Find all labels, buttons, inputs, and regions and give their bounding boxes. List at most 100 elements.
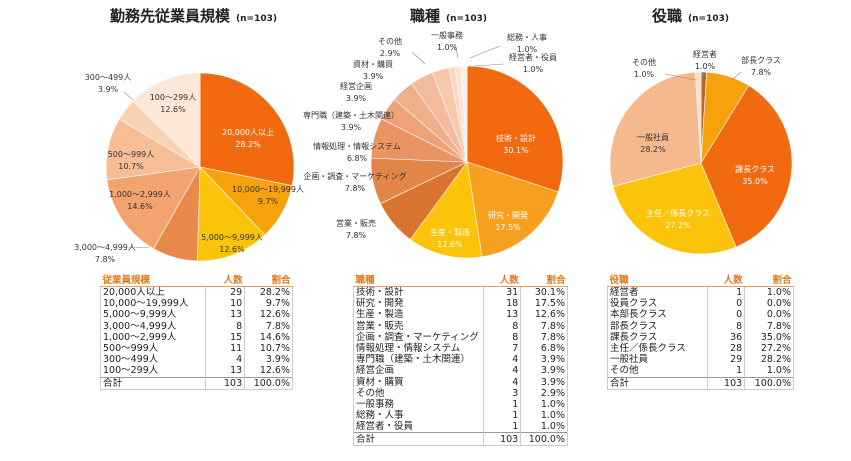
slice-label: 300〜499人 — [85, 73, 132, 82]
table-row: 経営企画 4 3.9% — [353, 365, 568, 377]
slice-label: 経営企画 — [340, 81, 372, 91]
table-total-row: 合計 103 100.0% — [607, 376, 794, 390]
slice-value-label: 12.6% — [160, 105, 186, 114]
table-cell: 8 — [706, 320, 745, 332]
table-total-cell: 103 — [706, 376, 745, 390]
slice-value-label: 30.1% — [503, 146, 529, 155]
slice-value-label: 3.9% — [341, 123, 362, 132]
table-cell: 1 — [706, 365, 745, 377]
table-cell: 1.0% — [744, 286, 794, 299]
leader-line — [701, 71, 704, 81]
chart-1-title-text: 勤務先従業員規模 — [110, 7, 231, 25]
table-cell: 一般事務 — [353, 398, 484, 411]
table-cell: 総務・人事 — [353, 410, 484, 422]
slice-value-label: 3.9% — [346, 94, 367, 103]
table-cell: 13 — [204, 365, 245, 377]
leader-line — [474, 63, 505, 67]
table-cell: 0.0% — [744, 309, 794, 321]
slice-label: 500〜999人 — [108, 150, 155, 159]
table-cell: 営業・販売 — [353, 320, 484, 332]
table-header-cell: 人数 — [205, 272, 245, 287]
slice-label: 経営者 — [693, 49, 717, 59]
slice-value-label: 28.2% — [235, 140, 261, 149]
table-cell: 15 — [204, 331, 245, 343]
leader-line — [127, 246, 151, 249]
table-cell: 3 — [482, 387, 521, 399]
table-cell: 35.0% — [744, 331, 794, 343]
table-job-type: 職種 人数 割合 技術・設計 31 30.1% 研究・開発 18 17.5% 生産・製造 13 12.… — [353, 272, 568, 446]
slice-value-label: 1.0% — [634, 70, 655, 79]
table-cell: 専門職（建築・土木関連） — [353, 354, 484, 366]
pie-slice — [694, 71, 702, 164]
table-cell: 5,000〜9,999人 — [100, 309, 206, 321]
table-row: 3,000〜4,999人 8 7.8% — [100, 320, 293, 332]
table-row: 10,000〜19,999人 10 9.7% — [100, 298, 293, 310]
table-cell: 1.0% — [520, 410, 568, 422]
chart-3-n-label: (n=103) — [688, 14, 729, 24]
table-cell: 主任／係長クラス — [607, 342, 708, 355]
slice-value-label: 12.6% — [437, 240, 463, 249]
slice-value-label: 3.9% — [363, 72, 384, 81]
table-row: 5,000〜9,999人 13 12.6% — [100, 309, 293, 321]
leader-line — [411, 51, 426, 65]
slice-value-label: 6.8% — [347, 154, 368, 163]
slice-value-label: 7.8% — [751, 68, 772, 77]
table-row: 営業・販売 8 7.8% — [353, 320, 568, 332]
pie-slice — [106, 166, 201, 250]
table-row: 部長クラス 8 7.8% — [607, 320, 794, 332]
pie-slice — [700, 85, 793, 248]
table-cell: 4 — [482, 376, 521, 388]
slice-label: 生産・製造 — [430, 227, 470, 237]
pie-slice — [460, 65, 468, 163]
table-total-row: 合計 103 100.0% — [100, 376, 293, 390]
table-cell: 3.9% — [520, 365, 568, 377]
pie-slice — [466, 161, 559, 258]
table-cell: 0.0% — [744, 298, 794, 310]
slice-label: 資材・購買 — [353, 59, 393, 69]
table-row: 技術・設計 31 30.1% — [353, 286, 568, 299]
table-cell: 3.9% — [244, 354, 293, 366]
table-cell: 300〜499人 — [100, 354, 206, 366]
table-row: 一般社員 29 28.2% — [607, 354, 794, 366]
table-cell: 生産・製造 — [353, 309, 484, 321]
slice-label: 20,000人以上 — [222, 128, 274, 137]
leader-line — [731, 71, 742, 81]
slice-label: 専門職（建築・土木関連） — [303, 110, 399, 120]
table-header-cell: 職種 — [353, 272, 484, 287]
table-cell: 12.6% — [520, 309, 568, 321]
table-cell: 1 — [482, 421, 521, 433]
table-cell: 10 — [204, 298, 245, 310]
table-row: 課長クラス 36 35.0% — [607, 331, 794, 343]
table-row: 企画・調査・マーケティング 8 7.8% — [353, 331, 568, 343]
table-cell: 18 — [482, 298, 521, 310]
chart-3-title-text: 役職 — [652, 7, 683, 25]
table-header-row: 役職 人数 割合 — [607, 272, 794, 287]
table-row: 経営者・役員 1 1.0% — [353, 421, 568, 433]
table-cell: 経営者 — [607, 286, 708, 299]
slice-label: その他 — [632, 57, 656, 67]
table-cell: 1 — [706, 286, 745, 299]
slice-label: その他 — [378, 36, 402, 46]
table-cell: 経営者・役員 — [353, 421, 484, 433]
table-row: 一般事務 1 1.0% — [353, 398, 568, 411]
table-cell: 3.9% — [520, 376, 568, 388]
slice-value-label: 9.7% — [258, 197, 279, 206]
table-cell: 500〜999人 — [100, 342, 206, 355]
table-cell: その他 — [607, 365, 708, 377]
table-cell: 11 — [204, 342, 245, 355]
slice-label: 営業・販売 — [336, 218, 376, 228]
table-header-row: 従業員規模 人数 割合 — [100, 272, 293, 287]
table-cell: 28.2% — [244, 286, 293, 299]
table-cell: 8 — [482, 331, 521, 343]
table-total-cell: 合計 — [607, 376, 708, 390]
table-row: 500〜999人 11 10.7% — [100, 342, 293, 355]
table-cell: 1.0% — [520, 398, 568, 411]
table-header-cell: 割合 — [744, 272, 794, 287]
table-cell: 7.8% — [520, 320, 568, 332]
table-row: その他 3 2.9% — [353, 387, 568, 399]
table-row: 100〜299人 13 12.6% — [100, 365, 293, 377]
table-total-cell: 103 — [204, 376, 245, 390]
table-row: 専門職（建築・土木関連） 4 3.9% — [353, 354, 568, 366]
table-cell: 30.1% — [520, 286, 568, 299]
slice-label: 一般事務 — [431, 30, 463, 40]
